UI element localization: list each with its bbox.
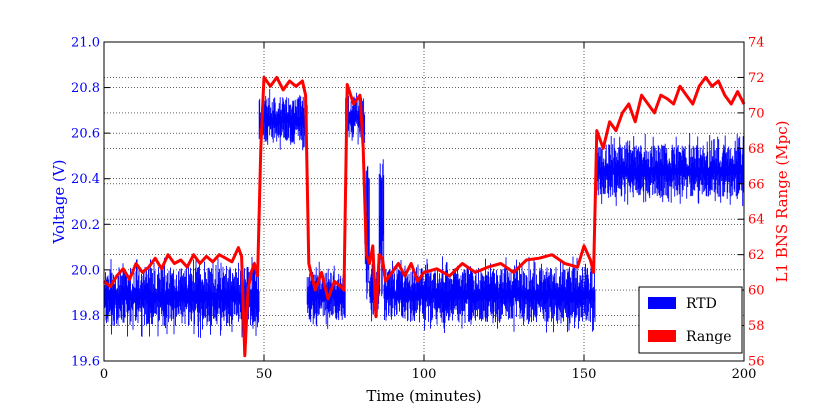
- legend-swatch-rtd: [648, 297, 676, 309]
- y-right-tick-label: 66: [748, 177, 765, 192]
- y-left-tick-label: 19.8: [71, 309, 100, 324]
- legend-label-range: Range: [686, 329, 731, 345]
- y-axis-left-label: Voltage (V): [50, 159, 68, 244]
- legend-swatch-range: [648, 330, 676, 342]
- legend-label-rtd: RTD: [686, 296, 717, 312]
- legend: RTD Range: [638, 286, 743, 354]
- range-series: [103, 75, 746, 358]
- y-right-tick-label: 64: [748, 213, 765, 228]
- y-left-tick-label: 21.0: [71, 36, 100, 51]
- x-tick-label: 150: [572, 367, 597, 382]
- y-right-tick-label: 58: [748, 319, 765, 334]
- y-left-tick-label: 20.4: [71, 172, 100, 187]
- y-axis-right-label: L1 BNS Range (Mpc): [773, 120, 791, 282]
- rtd-segment: [306, 261, 346, 329]
- y-right-tick-label: 60: [748, 284, 765, 299]
- y-left-tick-label: 19.6: [71, 355, 100, 370]
- range-line: [103, 75, 746, 358]
- y-right-tick-label: 56: [748, 355, 765, 370]
- y-left-tick-label: 20.2: [71, 218, 100, 233]
- rtd-segment: [258, 88, 308, 151]
- axis-ticks: 0 50 100 150 200 19.6 19.8 20.0 20.2 20.4 20.6 20.8…: [71, 36, 765, 383]
- x-tick-label: 50: [256, 367, 273, 382]
- rtd-segment: [103, 256, 260, 338]
- y-right-tick-label: 62: [748, 248, 765, 263]
- y-right-tick-label: 68: [748, 142, 765, 157]
- x-tick-label: 200: [732, 367, 757, 382]
- x-tick-label: 100: [412, 367, 437, 382]
- y-left-tick-label: 20.6: [71, 127, 100, 142]
- x-tick-label: 0: [100, 367, 108, 382]
- rtd-segment: [594, 133, 745, 206]
- y-right-tick-label: 74: [748, 36, 765, 51]
- y-left-tick-label: 20.0: [71, 263, 100, 278]
- y-left-tick-label: 20.8: [71, 81, 100, 96]
- y-right-tick-label: 70: [748, 106, 765, 121]
- x-axis-label: Time (minutes): [366, 387, 481, 405]
- y-right-tick-label: 72: [748, 71, 765, 86]
- rtd-segment: [378, 159, 385, 297]
- rtd-segment: [383, 256, 596, 333]
